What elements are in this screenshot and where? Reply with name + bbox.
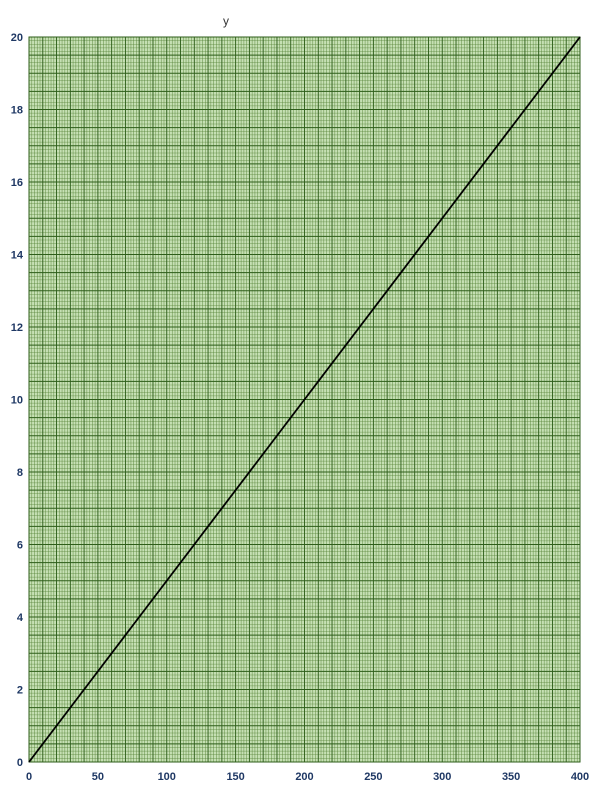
x-tick-label: 0 xyxy=(26,771,32,783)
x-axis-tick-labels: 0 50 100 150 200 250 300 350 400 xyxy=(26,771,589,783)
y-tick-label: 18 xyxy=(11,105,23,117)
y-tick-label: 4 xyxy=(17,612,24,624)
y-tick-label: 2 xyxy=(17,685,23,697)
plot-border xyxy=(28,36,581,763)
series-layer xyxy=(28,36,581,763)
x-tick-label: 400 xyxy=(571,771,589,783)
x-tick-label: 250 xyxy=(364,771,382,783)
y-tick-label: 16 xyxy=(11,177,23,189)
x-tick-label: 150 xyxy=(226,771,244,783)
x-tick-label: 100 xyxy=(158,771,176,783)
x-tick-label: 50 xyxy=(92,771,104,783)
y-tick-label: 10 xyxy=(11,395,23,407)
x-tick-label: 350 xyxy=(502,771,520,783)
y-tick-label: 12 xyxy=(11,322,23,334)
y-tick-label: 20 xyxy=(11,32,23,44)
y-tick-label: 0 xyxy=(17,757,23,769)
x-tick-label: 300 xyxy=(433,771,451,783)
y-axis-tick-labels: 0 2 4 6 8 10 12 14 16 18 20 xyxy=(11,32,24,769)
y-tick-label: 8 xyxy=(17,467,23,479)
x-tick-label: 200 xyxy=(295,771,313,783)
y-tick-label: 14 xyxy=(11,250,24,262)
y-tick-label: 6 xyxy=(17,540,23,552)
major-gridlines xyxy=(28,36,581,763)
chart-title: y xyxy=(223,14,229,28)
